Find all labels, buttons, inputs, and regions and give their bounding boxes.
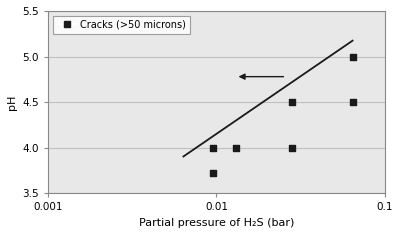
Point	[350, 55, 356, 59]
Point	[210, 172, 216, 175]
Point	[232, 146, 239, 150]
X-axis label: Partial pressure of H₂S (bar): Partial pressure of H₂S (bar)	[139, 218, 294, 228]
Legend: Cracks (>50 microns): Cracks (>50 microns)	[53, 16, 190, 34]
Y-axis label: pH: pH	[7, 94, 17, 110]
Point	[210, 146, 216, 150]
Point	[288, 146, 295, 150]
Point	[350, 100, 356, 104]
Point	[288, 100, 295, 104]
